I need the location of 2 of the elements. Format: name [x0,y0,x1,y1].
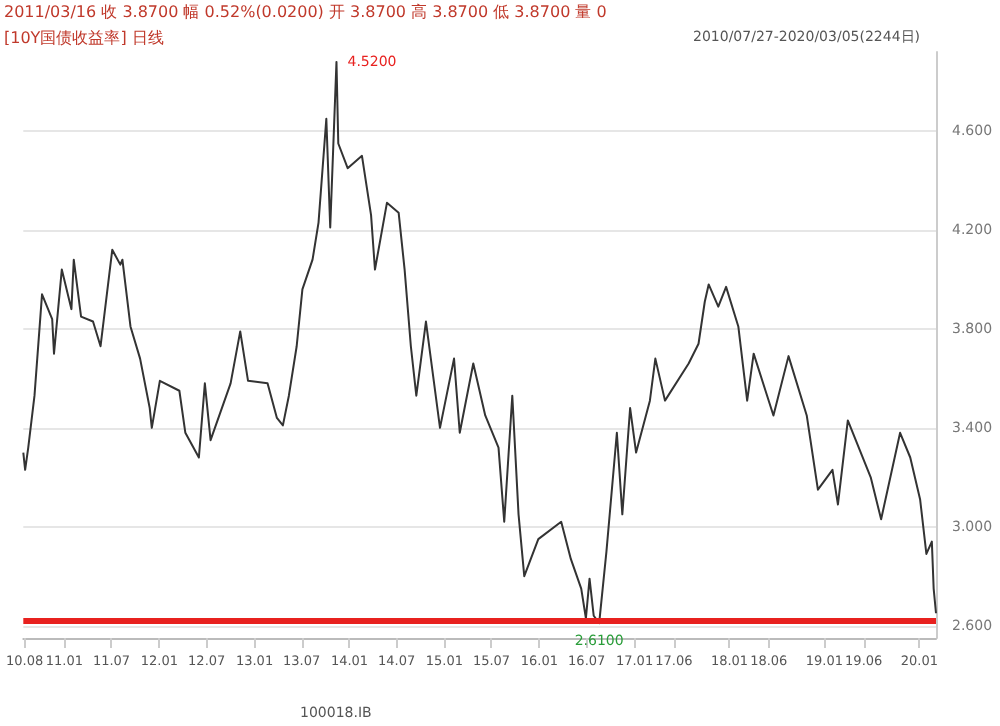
text: 2011/03/16 收 3.8700 幅 0.52%(0.0200) 开 3.8700 高 3.8700 低 3.8700 量 0 [4,3,607,21]
chart-title: [10Y国债收益率] 日线 [4,29,164,47]
